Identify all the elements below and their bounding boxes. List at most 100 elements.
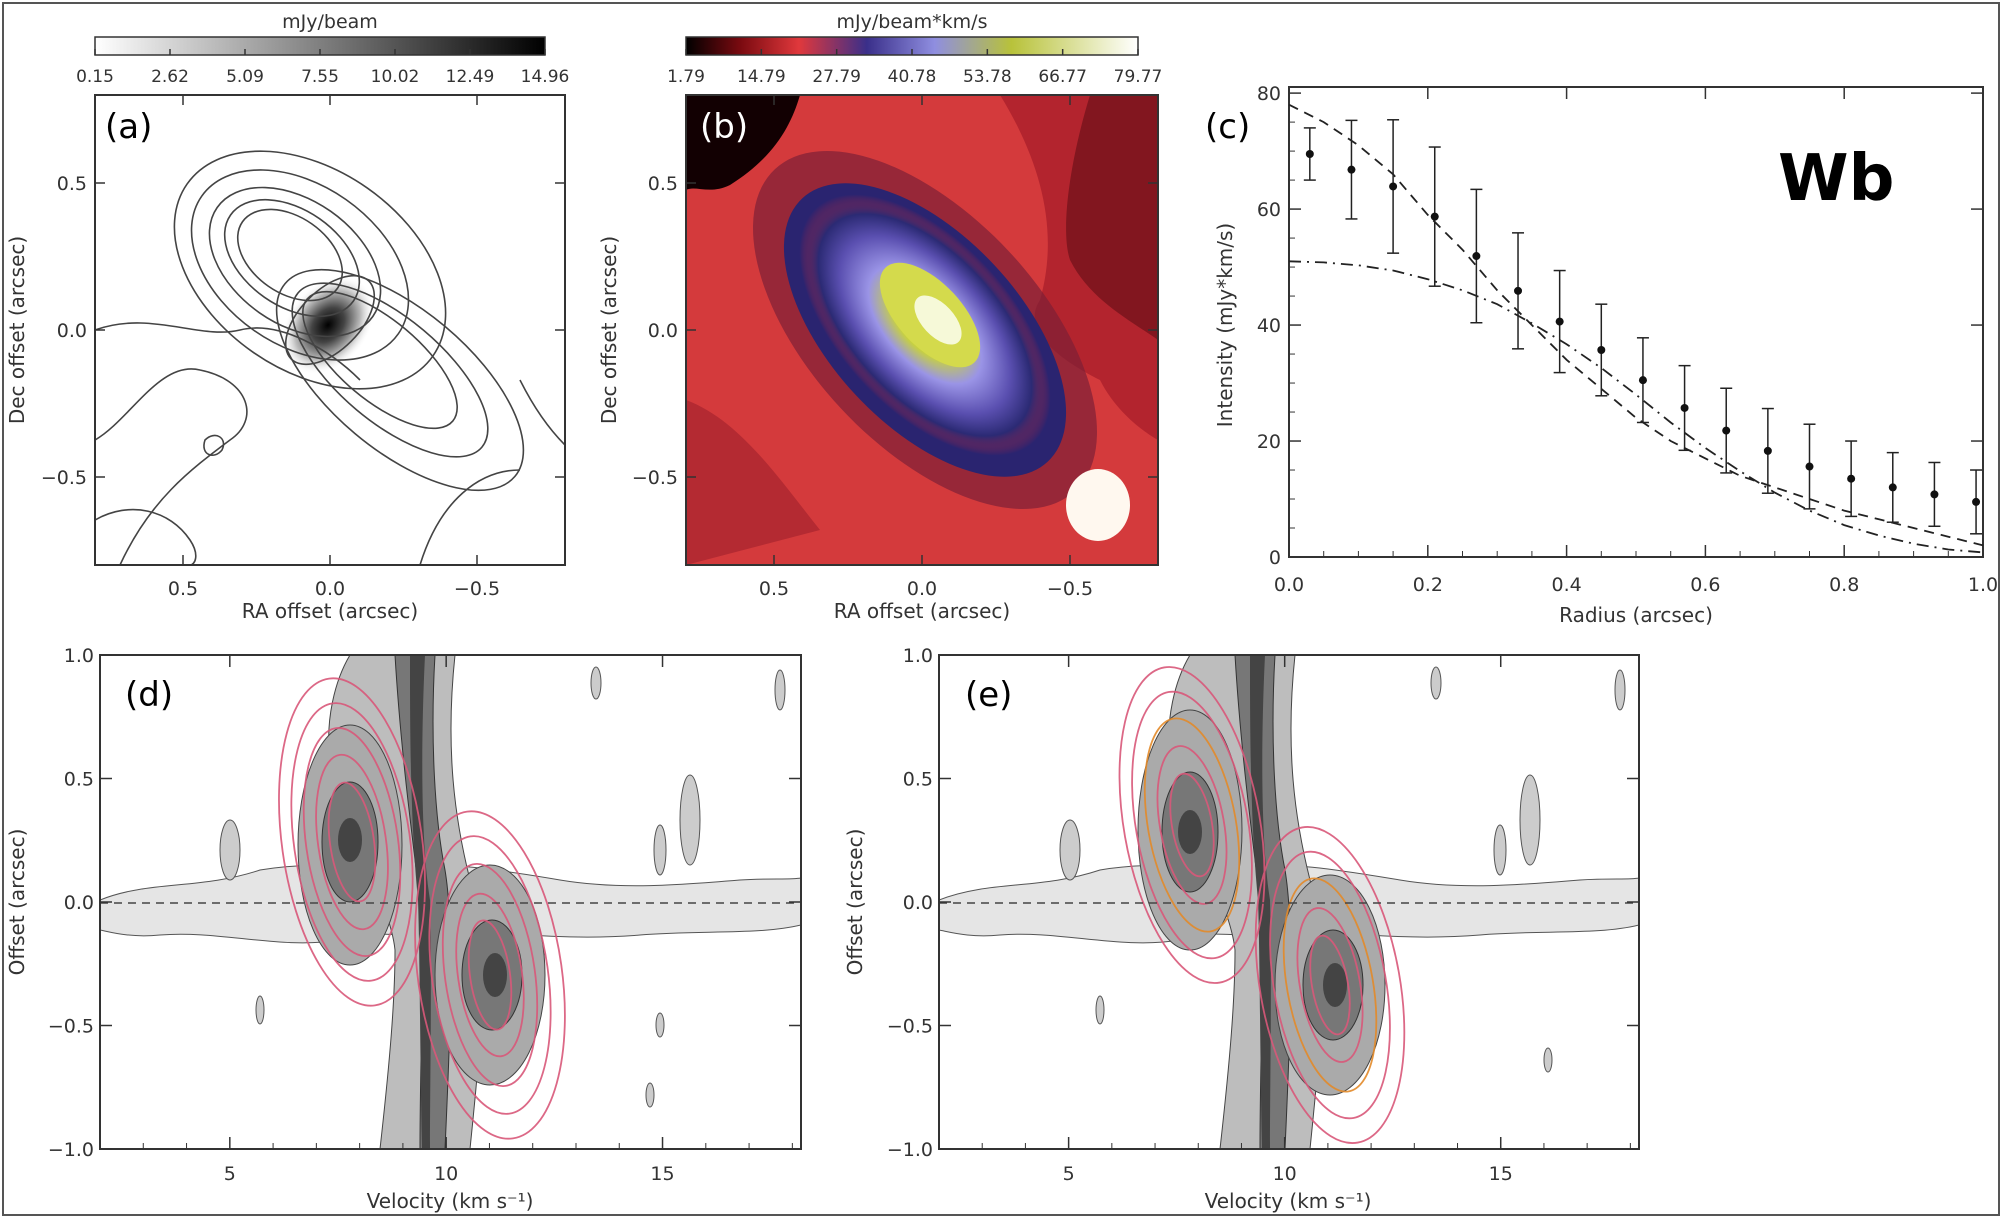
colorbar-b-title: mJy/beam*km/s bbox=[837, 11, 988, 33]
panel-c-ytick-label: 40 bbox=[1257, 315, 1281, 337]
panel-d-xtick-label: 5 bbox=[224, 1163, 236, 1185]
colorbar-a-tick-label: 7.55 bbox=[301, 67, 339, 87]
beam-ellipse bbox=[1066, 469, 1130, 541]
panel-c-frame bbox=[1288, 86, 1984, 558]
panel-b-xlabel: RA offset (arcsec) bbox=[834, 599, 1010, 623]
data-point bbox=[1888, 483, 1897, 492]
panel-e-xtick-label: 10 bbox=[1273, 1163, 1297, 1185]
panel-e-label: (e) bbox=[965, 675, 1012, 715]
panel-c-ylabel: Intensity (mJy*km/s) bbox=[1213, 223, 1237, 427]
panel-c-ytick-label: 60 bbox=[1257, 199, 1281, 221]
colorbar-b-tick-label: 40.78 bbox=[888, 67, 937, 87]
panel-e-ytick-label: −1.0 bbox=[887, 1139, 933, 1161]
panel-a-ytick-label: 0.0 bbox=[57, 320, 87, 342]
data-point bbox=[1680, 403, 1689, 412]
colorbar-b-tick-label: 79.77 bbox=[1114, 67, 1163, 87]
model-curve-dashdot bbox=[1288, 260, 1984, 554]
panel-b-ylabel: Dec offset (arcsec) bbox=[597, 236, 621, 424]
data-point bbox=[1347, 165, 1356, 174]
panel-c-xtick-label: 0.0 bbox=[1274, 574, 1304, 596]
panel-d-xtick-label: 15 bbox=[650, 1163, 674, 1185]
colorbar-a-tick-label: 10.02 bbox=[371, 67, 420, 87]
data-point bbox=[1930, 490, 1939, 499]
colorbar-b-tick-label: 14.79 bbox=[737, 67, 786, 87]
data-point bbox=[1722, 426, 1731, 435]
panel-e-ytick-label: 0.5 bbox=[903, 769, 933, 791]
model-curve-dashed bbox=[1288, 103, 1984, 547]
data-point bbox=[1430, 212, 1439, 221]
panel-e-ytick-label: 1.0 bbox=[903, 645, 933, 667]
panel-b-ytick-label: 0.0 bbox=[648, 320, 678, 342]
panel-c-label: (c) bbox=[1205, 107, 1250, 147]
panel-d-xlabel: Velocity (km s⁻¹) bbox=[367, 1189, 534, 1213]
panel-c-xlabel: Radius (arcsec) bbox=[1559, 603, 1713, 627]
panel-e-xtick-label: 5 bbox=[1063, 1163, 1075, 1185]
panel-d-ytick-label: 1.0 bbox=[64, 645, 94, 667]
panel-b-image bbox=[686, 95, 1158, 565]
panel-c-xtick-label: 0.2 bbox=[1413, 574, 1443, 596]
colorbar-a-tick-label: 12.49 bbox=[446, 67, 495, 87]
colorbar-a-tick-label: 14.96 bbox=[521, 67, 570, 87]
panel-e-image bbox=[939, 655, 1639, 1149]
panel-a-xlabel: RA offset (arcsec) bbox=[242, 599, 418, 623]
data-point bbox=[1555, 317, 1564, 326]
panel-c-xtick-label: 1.0 bbox=[1968, 574, 1998, 596]
data-point bbox=[1805, 462, 1814, 471]
panel-d: 5 10 15 1.0 0.5 0.0 −0.5 −1.0 (d) Velocity (km … bbox=[5, 645, 802, 1213]
panel-a-xtick-label: 0.5 bbox=[168, 578, 198, 600]
panel-d-ytick-label: −0.5 bbox=[48, 1016, 94, 1038]
colorbar-a-tick-label: 0.15 bbox=[76, 67, 114, 87]
panel-c-ytick-label: 0 bbox=[1269, 547, 1281, 569]
colorbar-b-tick-label: 27.79 bbox=[812, 67, 861, 87]
colorbar-a-tick-label: 5.09 bbox=[226, 67, 264, 87]
panel-c-xtick-label: 0.6 bbox=[1690, 574, 1720, 596]
panel-a-xtick-label: 0.0 bbox=[315, 578, 345, 600]
panel-e-ytick-label: 0.0 bbox=[903, 892, 933, 914]
data-point bbox=[1638, 376, 1647, 385]
panel-d-image bbox=[100, 655, 801, 1149]
data-point bbox=[1472, 252, 1481, 261]
data-point bbox=[1972, 497, 1981, 506]
panel-b-label: (b) bbox=[700, 107, 748, 147]
panel-d-ylabel: Offset (arcsec) bbox=[5, 829, 29, 976]
panel-e-xlabel: Velocity (km s⁻¹) bbox=[1205, 1189, 1372, 1213]
panel-a-ytick-label: −0.5 bbox=[41, 467, 87, 489]
panel-d-ytick-label: −1.0 bbox=[48, 1139, 94, 1161]
panel-c-xtick-label: 0.8 bbox=[1829, 574, 1859, 596]
panel-d-xtick-label: 10 bbox=[434, 1163, 458, 1185]
panel-b-ytick-label: −0.5 bbox=[632, 467, 678, 489]
panel-b: 0.5 0.0 −0.5 0.5 0.0 −0.5 (b) RA offset (arcs… bbox=[597, 94, 1159, 623]
panel-e-ytick-label: −0.5 bbox=[887, 1016, 933, 1038]
data-point bbox=[1597, 345, 1606, 354]
data-point bbox=[1847, 474, 1856, 483]
colorbar-b-tick-label: 66.77 bbox=[1038, 67, 1087, 87]
colorbar-b-tick-label: 1.79 bbox=[667, 67, 705, 87]
colorbar-a-title: mJy/beam bbox=[282, 11, 378, 33]
data-point bbox=[1305, 149, 1314, 158]
panel-e: 5 10 15 1.0 0.5 0.0 −0.5 −1.0 (e) Velocity (km … bbox=[843, 645, 1640, 1213]
panel-b-xtick-label: −0.5 bbox=[1047, 578, 1093, 600]
panel-b-ytick-label: 0.5 bbox=[648, 173, 678, 195]
data-point bbox=[1514, 286, 1523, 295]
panel-c: 0.0 0.2 0.4 0.6 0.8 1.0 0 20 40 60 80 (c) Wb Radiu… bbox=[1205, 83, 1998, 627]
data-point bbox=[1763, 446, 1772, 455]
colorbar-a: mJy/beam 0.15 2.62 5.09 7.55 10.02 12.49 14.96 bbox=[76, 11, 569, 87]
panel-e-ylabel: Offset (arcsec) bbox=[843, 829, 867, 976]
panel-a-label: (a) bbox=[105, 107, 152, 147]
colorbar-a-tick-label: 2.62 bbox=[151, 67, 189, 87]
panel-c-xtick-label: 0.4 bbox=[1551, 574, 1581, 596]
panel-c-source-name: Wb bbox=[1778, 142, 1894, 216]
panel-b-xtick-label: 0.0 bbox=[907, 578, 937, 600]
panel-a-ytick-label: 0.5 bbox=[57, 173, 87, 195]
panel-a: 0.5 0.0 −0.5 0.5 0.0 −0.5 (a) RA offset (arcs… bbox=[5, 94, 566, 623]
panel-d-ytick-label: 0.0 bbox=[64, 892, 94, 914]
panel-b-xtick-label: 0.5 bbox=[759, 578, 789, 600]
panel-a-image bbox=[95, 150, 565, 565]
panel-c-ytick-label: 80 bbox=[1257, 83, 1281, 105]
panel-d-label: (d) bbox=[125, 675, 173, 715]
colorbar-b: mJy/beam*km/s 1.79 14.79 27.79 40.78 53.78 66… bbox=[667, 11, 1162, 87]
colorbar-b-tick-label: 53.78 bbox=[963, 67, 1012, 87]
panel-c-ytick-label: 20 bbox=[1257, 431, 1281, 453]
